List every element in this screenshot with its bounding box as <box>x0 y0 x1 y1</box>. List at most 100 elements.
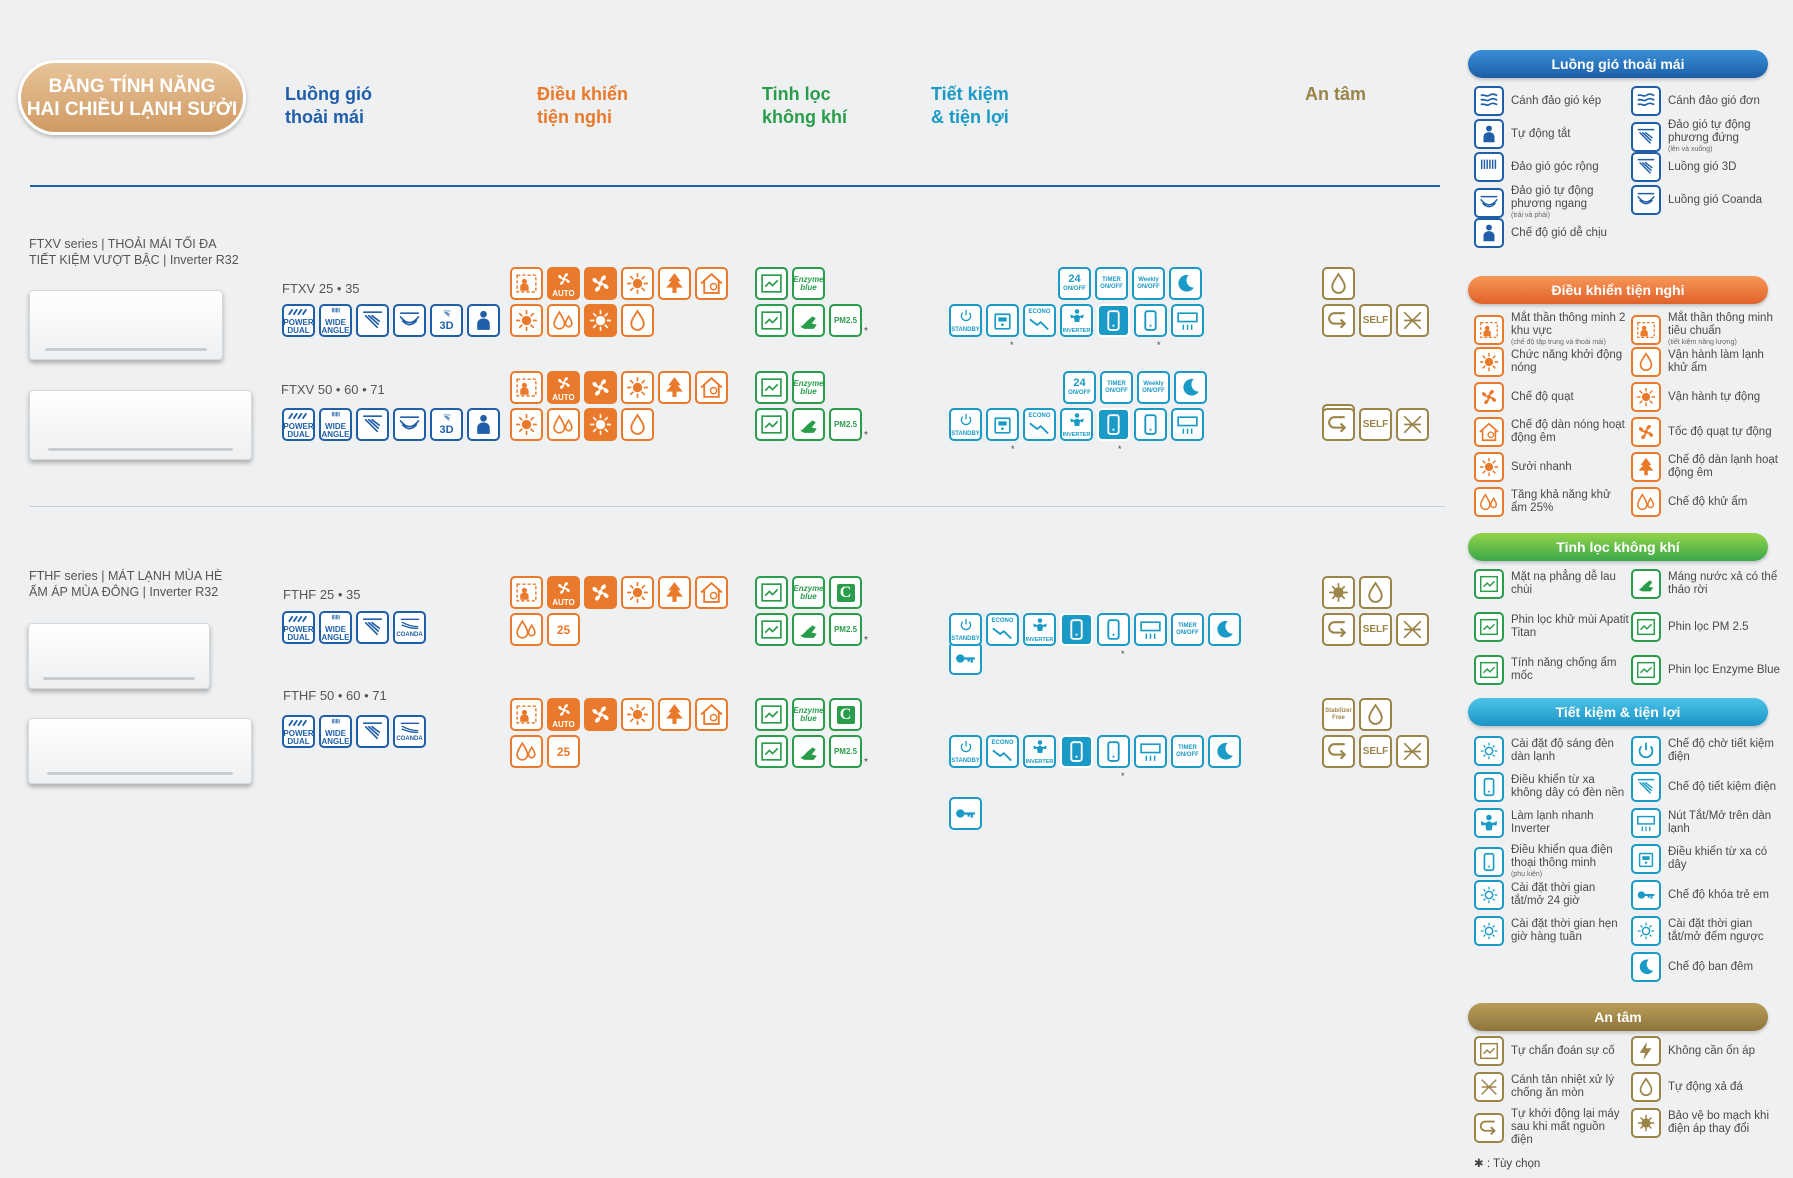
ac-unit-image-fthf-small <box>28 623 210 689</box>
series-label-fthf: FTHF series | MÁT LẠNH MÙA HÈ ẤM ÁP MÙA Đ… <box>29 569 223 599</box>
legend-item: Bảo vệ bo mạch khi điện áp thay đổi <box>1631 1108 1786 1138</box>
fthf-50-airflow-icons: POWER DUAL WIDE ANGLE COANDA <box>282 715 426 748</box>
dry-mode-icon <box>510 735 543 768</box>
cool-dry-icon <box>1631 347 1661 377</box>
ftxv-50-control-icons-row2 <box>510 408 654 441</box>
legend-item-label: Chế độ khử ẩm <box>1668 495 1748 508</box>
legend-item: Tự khởi động lại máy sau khi mất nguồn đ… <box>1474 1108 1629 1147</box>
fthf-25-purify-icons-row1: Enzyme blue C <box>755 576 862 609</box>
drain-pan-icon <box>792 735 825 768</box>
legend-item-label: Mặt nạ phẳng dễ lau chùi <box>1511 571 1616 596</box>
title-line1: BẢNG TÍNH NĂNG <box>48 75 216 97</box>
optional-star: * <box>1121 771 1125 781</box>
auto-fan-icon: AUTO <box>547 267 580 300</box>
optional-star: * <box>1010 340 1014 350</box>
legend-item: Sưởi nhanh <box>1474 452 1629 482</box>
child-lock-icon <box>949 642 982 675</box>
model-fthf-50-60-71: FTHF 50 • 60 • 71 <box>283 688 387 703</box>
legend-item-label: Luồng gió 3D <box>1668 160 1737 173</box>
enzyme-blue-icon <box>1631 655 1661 685</box>
fan-mode-icon <box>584 371 617 404</box>
legend-item-label: Vận hành làm lạnh khử ẩm <box>1668 349 1764 374</box>
quiet-unit-icon <box>658 698 691 731</box>
legend-item-label: Tăng khả năng khử ẩm 25% <box>1511 489 1611 514</box>
auto-restart-icon <box>1474 1112 1504 1143</box>
mold-proof-icon: C <box>829 698 862 731</box>
series-label-ftxv: FTXV series | THOẢI MÁI TỐI ĐA TIẾT KIỆM … <box>29 237 239 267</box>
dry-mode-icon <box>510 613 543 646</box>
power-dual-icon <box>1474 86 1504 116</box>
legend-item: Chế độ chờ tiết kiệm điện <box>1631 736 1786 766</box>
power-dual-icon: POWER DUAL <box>282 408 315 441</box>
titan-filter-icon <box>1474 612 1504 642</box>
ac-unit-image-fthf-large <box>28 718 252 784</box>
legend-item: Tốc độ quạt tự động <box>1631 417 1786 447</box>
warm-start-icon <box>584 408 617 441</box>
auto-mode-icon <box>621 371 654 404</box>
legend-item-label: Không cần ổn áp <box>1668 1044 1755 1057</box>
standby-icon: STANDBY <box>949 613 982 646</box>
inverter-powerful-icon: INVERTER <box>1060 304 1093 337</box>
legend-item-label: Vận hành tự động <box>1668 390 1761 403</box>
legend-item: Cánh tản nhiệt xử lý chống ăn mòn <box>1474 1072 1629 1102</box>
fthf-50-care-icons-row2: SELF <box>1322 735 1429 768</box>
legend-item-label: Tính năng chống ẩm mốc <box>1511 657 1617 682</box>
legend-item: Không cần ổn áp <box>1631 1036 1786 1066</box>
ftxv-50-purify-icons-row1: Enzyme blue <box>755 371 825 404</box>
quiet-unit-icon <box>658 267 691 300</box>
comfort-mode-icon <box>1474 218 1504 248</box>
legend-item-label: Máng nước xả có thể tháo rời <box>1668 571 1778 596</box>
inverter-powerful-icon: INVERTER <box>1023 613 1056 646</box>
mold-proof-icon <box>1474 655 1504 685</box>
fthf-25-control-icons-row2: 25 <box>510 613 580 646</box>
optional-star: * <box>864 757 868 768</box>
titan-filter-icon <box>755 698 788 731</box>
dry-mode-icon <box>1631 487 1661 517</box>
fthf-50-control-icons-row1: AUTO <box>510 698 728 731</box>
auto-drain-icon <box>1631 1072 1661 1102</box>
anti-corrosion-fin-icon <box>1396 613 1429 646</box>
power-icon <box>1631 86 1661 116</box>
wide-angle-icon: WIDE ANGLE <box>319 715 352 748</box>
table-title-badge: BẢNG TÍNH NĂNG HAI CHIỀU LẠNH SƯỞI <box>18 60 246 135</box>
legend-item-label: Cài đặt độ sáng đèn dàn lạnh <box>1511 738 1614 763</box>
legend-item: Phin lọc khử mùi Apatit Titan <box>1474 612 1629 642</box>
pcb-protect-icon <box>1322 576 1355 609</box>
auto-mode-icon <box>1631 382 1661 412</box>
inverter-powerful-icon: INVERTER <box>1060 408 1093 441</box>
column-header-purify: Tinh lọc không khí <box>762 84 847 127</box>
legend-item: Tự động xả đá <box>1631 1072 1786 1102</box>
model-fthf-25-35: FTHF 25 • 35 <box>283 587 361 602</box>
fan-mode-icon <box>1474 382 1504 412</box>
stabilizer-free-icon: Stabilizer Free <box>1322 698 1355 731</box>
stabilizer-free-icon <box>1631 1036 1661 1066</box>
optional-star: * <box>1118 444 1122 454</box>
legend-item-label: Chế độ ban đêm <box>1668 960 1754 973</box>
legend-item-label: Chế độ quạt <box>1511 390 1574 403</box>
optional-star: * <box>1011 444 1015 454</box>
optional-star: * <box>864 635 868 646</box>
legend-item: Tính năng chống ẩm mốc <box>1474 655 1629 685</box>
quiet-indoor-heat-icon <box>695 698 728 731</box>
legend-item-label: Cài đặt thời gian tắt/mở 24 giờ <box>1511 882 1596 907</box>
quiet-unit-icon <box>658 371 691 404</box>
fthf-50-purify-icons-row2: PM2.5 * <box>755 735 868 768</box>
legend-header-care: An tâm <box>1468 1003 1768 1031</box>
legend-item: Chế độ ban đêm <box>1631 952 1786 982</box>
ftxv-25-purify-icons-row2: PM2.5 * <box>755 304 868 337</box>
drain-pan-icon <box>792 613 825 646</box>
night-mode-icon <box>1208 613 1241 646</box>
legend-item: Làm lạnh nhanh Inverter <box>1474 808 1629 838</box>
two-zone-eye-icon <box>1474 314 1504 345</box>
smartphone-icon <box>1474 846 1504 877</box>
self-diagnosis-icon: SELF <box>1359 735 1392 768</box>
legend-item-label: Phin lọc khử mùi Apatit Titan <box>1511 614 1629 639</box>
legend-item-label: Nút Tắt/Mở trên dàn lạnh <box>1668 810 1772 835</box>
legend-item: Chức năng khởi động nóng <box>1474 347 1629 377</box>
fthf-25-control-icons-row1: AUTO <box>510 576 728 609</box>
legend-item-label: Đảo gió tự động phương ngang (trái và phả… <box>1511 185 1594 219</box>
two-zone-eye-icon <box>510 371 543 404</box>
warm-start-icon <box>584 304 617 337</box>
wired-remote-icon <box>986 408 1019 441</box>
auto-close-icon <box>1474 119 1504 149</box>
